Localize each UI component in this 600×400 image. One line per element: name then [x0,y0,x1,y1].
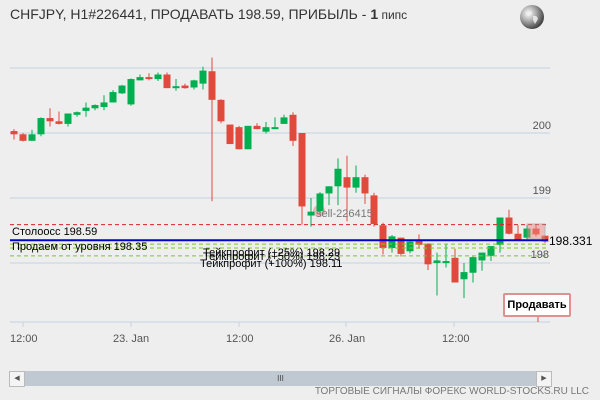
takeprofit-100-label: Тейкпрофит (+100%) 198.11 [200,258,343,270]
y-tick-198: 198 [530,249,549,261]
x-tick-1200-b: 12:00 [226,333,254,345]
x-tick-1200-c: 12:00 [442,333,470,345]
globe-icon[interactable] [520,5,544,29]
scroll-right-arrow-icon[interactable]: ▶ [536,371,552,387]
sell-button[interactable]: Продавать [503,293,571,317]
footer-copyright: ТОРГОВЫЕ СИГНАЛЫ ФОРЕКС WORLD-STOCKS.RU … [314,386,589,397]
y-tick-200: 200 [532,120,551,132]
entry-level-label: Продаем от уровня 198.35 [12,241,148,253]
sell-order-marker-label: sell-226415 [316,208,373,220]
scrollbar-thumb[interactable]: III [277,374,284,383]
takeprofit-50-label: Тейкпрофит (+50%) 198.23 [203,251,341,263]
scroll-left-arrow-icon[interactable]: ◀ [9,371,25,387]
current-price-label: 198.331 [549,234,593,248]
y-tick-199: 199 [532,185,551,197]
stoploss-label: Столоосс 198.59 [12,226,98,238]
x-tick-1200-a: 12:00 [10,333,38,345]
title-profit-unit: пипс [378,8,408,22]
title-main: CHFJPY, H1#226441, ПРОДАВАТЬ 198.59, ПРИ… [10,6,371,22]
takeprofit-25-label: Тейкпрофит (+25%) 198.29 [203,247,341,259]
chart-title: CHFJPY, H1#226441, ПРОДАВАТЬ 198.59, ПРИ… [10,6,407,22]
title-profit-value: 1 [370,6,379,22]
x-tick-26-jan: 26. Jan [329,333,366,345]
x-tick-23-jan: 23. Jan [113,333,150,345]
horizontal-scrollbar[interactable]: ◀ III ▶ [9,371,552,387]
